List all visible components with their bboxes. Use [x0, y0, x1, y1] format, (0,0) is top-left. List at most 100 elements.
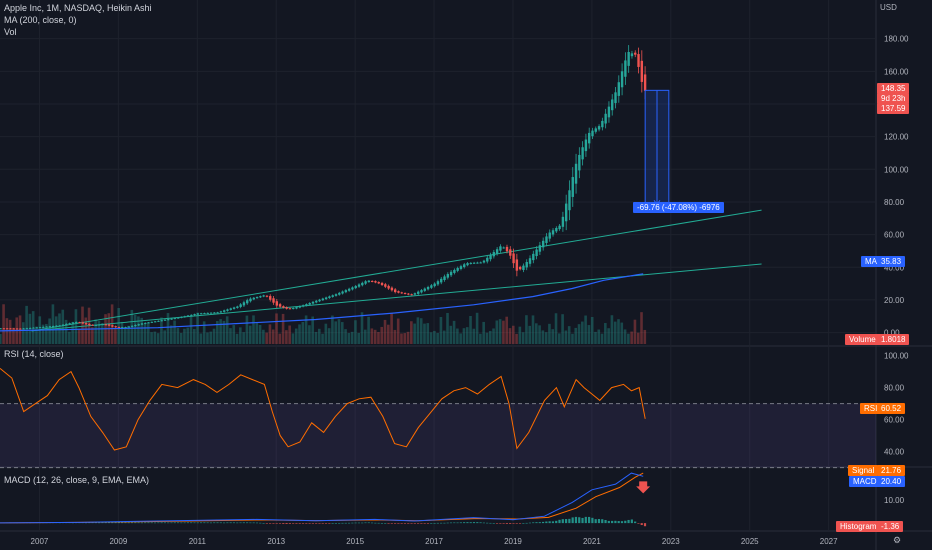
histogram-bar	[361, 522, 364, 524]
candle-body	[68, 323, 71, 325]
volume-bar	[413, 323, 416, 344]
candle-body	[581, 147, 584, 160]
ma-legend-label[interactable]: MA (200, close, 0)	[4, 15, 77, 25]
candle-body	[417, 291, 420, 294]
volume-bar	[173, 320, 176, 344]
candle-body	[476, 262, 479, 264]
rsi-tick-label: 40.00	[884, 448, 905, 457]
histogram-bar	[512, 523, 515, 524]
histogram-bar	[578, 517, 581, 524]
candle-body	[380, 282, 384, 285]
histogram-bar	[532, 522, 535, 524]
vol-legend-label[interactable]: Vol	[4, 27, 17, 37]
volume-bar	[498, 319, 502, 344]
volume-bar	[564, 330, 568, 344]
volume-bar	[439, 316, 443, 344]
y-tick-label: 80.00	[884, 198, 905, 207]
histogram-bar	[538, 522, 541, 524]
histogram-bar	[397, 523, 400, 524]
candle-body	[272, 298, 275, 303]
y-tick-label: 160.00	[884, 67, 909, 76]
histogram-bar	[597, 518, 601, 524]
currency-label[interactable]: USD	[880, 3, 897, 12]
rsi-legend-label[interactable]: RSI (14, close)	[4, 349, 64, 359]
histogram-bar	[634, 521, 637, 524]
histogram-bar	[121, 522, 124, 524]
volume-bar	[334, 321, 338, 344]
candle-body	[347, 288, 351, 291]
histogram-bar	[357, 522, 361, 524]
volume-bar	[35, 326, 38, 344]
candle-body	[315, 300, 318, 303]
candle-body	[219, 311, 223, 313]
volume-bar	[446, 312, 449, 344]
candle-body	[38, 327, 42, 329]
candle-body	[397, 291, 400, 293]
chart-settings-icon[interactable]: ⚙	[893, 535, 902, 545]
histogram-bar	[328, 523, 331, 524]
volume-bar	[377, 331, 380, 344]
histogram-bar	[308, 523, 311, 524]
candle-body	[42, 326, 45, 328]
symbol-title[interactable]: Apple Inc, 1M, NASDAQ, Heikin Ashi	[4, 3, 152, 13]
candle-body	[301, 305, 305, 307]
volume-bar	[94, 319, 97, 344]
volume-bar	[544, 332, 548, 344]
volume-bar	[51, 304, 55, 344]
volume-bar	[331, 315, 334, 344]
histogram-bar	[239, 522, 242, 524]
macd-line	[0, 472, 644, 524]
rsi-value-badge: 60.52	[877, 403, 906, 414]
volume-bar	[636, 332, 640, 344]
candle-body	[25, 328, 29, 330]
histogram-bar	[601, 519, 604, 524]
volume-bar	[301, 321, 305, 344]
histogram-bar	[288, 523, 291, 524]
volume-bar	[436, 332, 439, 344]
macd-legend-label[interactable]: MACD (12, 26, close, 9, EMA, EMA)	[4, 475, 150, 485]
candle-body	[393, 289, 397, 293]
histogram-bar	[209, 522, 213, 524]
volume-bar	[594, 331, 597, 344]
histogram-bar	[456, 522, 459, 524]
y-tick-label: 100.00	[884, 165, 909, 174]
candle-body	[134, 324, 137, 327]
candle-body	[617, 82, 620, 96]
histogram-bar	[193, 522, 196, 524]
volume-bar	[383, 319, 387, 344]
volume-bar	[604, 323, 607, 344]
histogram-bar	[436, 522, 439, 524]
histogram-bar	[486, 522, 489, 524]
histogram-bar	[584, 516, 587, 524]
volume-bar	[534, 323, 538, 344]
candle-body	[568, 190, 571, 211]
candle-body	[196, 313, 200, 315]
volume-bar	[337, 319, 341, 344]
histogram-bar	[430, 523, 433, 524]
candle-body	[407, 293, 410, 295]
candle-body	[150, 321, 154, 323]
histogram-bar	[318, 523, 321, 524]
candle-body	[640, 60, 644, 82]
histogram-bar	[410, 523, 413, 524]
histogram-bar	[104, 522, 107, 524]
candle-body	[190, 314, 193, 316]
candle-body	[199, 313, 203, 315]
candle-body	[423, 288, 426, 291]
candle-body	[75, 321, 78, 323]
candle-body	[597, 126, 601, 130]
histogram-bar	[617, 521, 620, 524]
volume-bar	[100, 323, 104, 344]
measure-label[interactable]: -69.76 (-47.08%) -6976	[633, 202, 724, 213]
candle-body	[255, 296, 259, 299]
volume-bar	[525, 315, 528, 344]
histogram-bar	[611, 520, 614, 524]
volume-bar	[370, 328, 374, 344]
volume-bar	[41, 324, 45, 344]
candle-body	[433, 283, 436, 287]
volume-bar	[429, 332, 433, 344]
rsi-band-fill	[0, 403, 876, 468]
volume-bar	[380, 326, 384, 344]
volume-bar	[597, 329, 601, 344]
